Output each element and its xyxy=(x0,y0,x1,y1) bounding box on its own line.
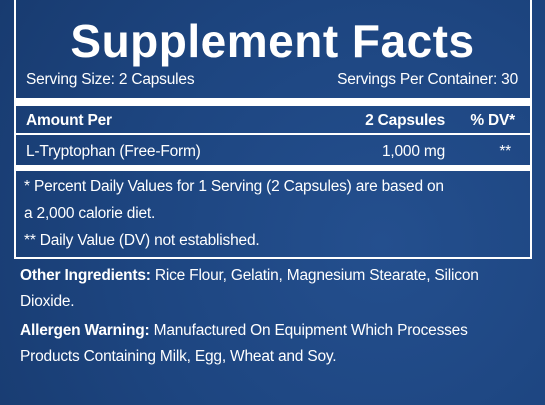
box-border xyxy=(530,0,532,259)
ingredient-amount: 1,000 mg xyxy=(381,143,445,160)
ingredient-dv: ** xyxy=(499,143,511,160)
allergen-text: Manufactured On Equipment Which Processe… xyxy=(20,322,468,365)
servings-per-container: Servings Per Container: 30 xyxy=(337,71,518,88)
title: Supplement Facts xyxy=(70,15,475,67)
other-ingredients: Other Ingredients: Rice Flour, Gelatin, … xyxy=(20,263,490,315)
thick-rule xyxy=(16,165,530,171)
other-ingredients-text: Rice Flour, Gelatin, Magnesium Stearate,… xyxy=(20,267,479,310)
footnote: ** Daily Value (DV) not established. xyxy=(24,232,260,249)
box-border xyxy=(14,257,532,259)
table-header: 2 Capsules xyxy=(365,112,445,129)
footnote: a 2,000 calorie diet. xyxy=(24,205,156,222)
thick-rule xyxy=(16,98,530,106)
allergen-label: Allergen Warning: xyxy=(20,322,150,339)
ingredient-name: L-Tryptophan (Free-Form) xyxy=(26,143,201,160)
table-header: Amount Per xyxy=(26,112,112,129)
box-border xyxy=(14,0,16,259)
thin-rule xyxy=(16,133,530,135)
table-header: % DV* xyxy=(470,112,515,129)
serving-size: Serving Size: 2 Capsules xyxy=(26,71,195,88)
allergen-warning: Allergen Warning: Manufactured On Equipm… xyxy=(20,318,490,370)
footnote: * Percent Daily Values for 1 Serving (2 … xyxy=(24,178,444,195)
other-ingredients-label: Other Ingredients: xyxy=(20,267,151,284)
